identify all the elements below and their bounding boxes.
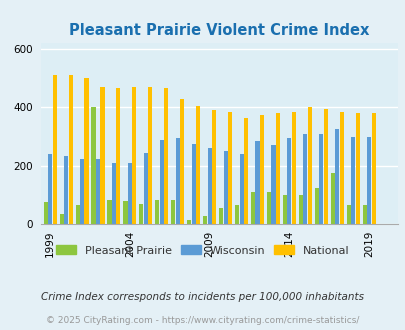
Bar — [259, 115, 263, 224]
Bar — [234, 205, 239, 224]
Bar — [339, 112, 343, 224]
Bar — [187, 220, 191, 224]
Bar — [239, 154, 243, 224]
Bar — [291, 112, 295, 224]
Bar — [48, 154, 52, 224]
Bar — [223, 151, 227, 224]
Bar — [219, 208, 223, 224]
Bar — [175, 138, 179, 224]
Bar — [266, 192, 271, 224]
Legend: Pleasant Prairie, Wisconsin, National: Pleasant Prairie, Wisconsin, National — [51, 241, 354, 260]
Bar — [362, 205, 366, 224]
Bar — [303, 134, 307, 224]
Bar — [371, 113, 375, 224]
Bar — [318, 134, 322, 224]
Bar — [335, 129, 339, 224]
Bar — [132, 87, 136, 224]
Bar — [75, 205, 79, 224]
Bar — [139, 204, 143, 224]
Bar — [330, 173, 334, 224]
Bar — [346, 205, 350, 224]
Bar — [243, 117, 247, 224]
Bar — [171, 200, 175, 224]
Bar — [307, 107, 311, 224]
Bar — [255, 141, 259, 224]
Bar — [96, 158, 100, 224]
Bar — [228, 112, 232, 224]
Bar — [250, 192, 254, 224]
Bar — [202, 215, 207, 224]
Bar — [160, 140, 164, 224]
Bar — [123, 201, 127, 224]
Bar — [60, 214, 64, 224]
Bar — [53, 75, 57, 224]
Bar — [143, 153, 147, 224]
Bar — [84, 78, 88, 224]
Bar — [180, 99, 184, 224]
Bar — [68, 75, 72, 224]
Bar — [355, 113, 359, 224]
Bar — [107, 200, 111, 224]
Bar — [314, 188, 318, 224]
Bar — [128, 163, 132, 224]
Bar — [196, 106, 200, 224]
Bar — [287, 138, 291, 224]
Bar — [207, 148, 211, 224]
Bar — [112, 163, 116, 224]
Bar — [64, 156, 68, 224]
Bar — [323, 109, 327, 224]
Title: Pleasant Prairie Violent Crime Index: Pleasant Prairie Violent Crime Index — [69, 22, 369, 38]
Bar — [164, 88, 168, 224]
Bar — [366, 137, 370, 224]
Bar — [148, 87, 152, 224]
Bar — [350, 137, 354, 224]
Bar — [44, 202, 48, 224]
Bar — [80, 158, 84, 224]
Bar — [155, 200, 159, 224]
Bar — [91, 107, 95, 224]
Bar — [116, 88, 120, 224]
Bar — [275, 113, 279, 224]
Bar — [100, 87, 104, 224]
Bar — [282, 195, 286, 224]
Bar — [191, 144, 195, 224]
Bar — [211, 110, 215, 224]
Text: © 2025 CityRating.com - https://www.cityrating.com/crime-statistics/: © 2025 CityRating.com - https://www.city… — [46, 315, 359, 325]
Text: Crime Index corresponds to incidents per 100,000 inhabitants: Crime Index corresponds to incidents per… — [41, 292, 364, 302]
Bar — [298, 195, 302, 224]
Bar — [271, 145, 275, 224]
